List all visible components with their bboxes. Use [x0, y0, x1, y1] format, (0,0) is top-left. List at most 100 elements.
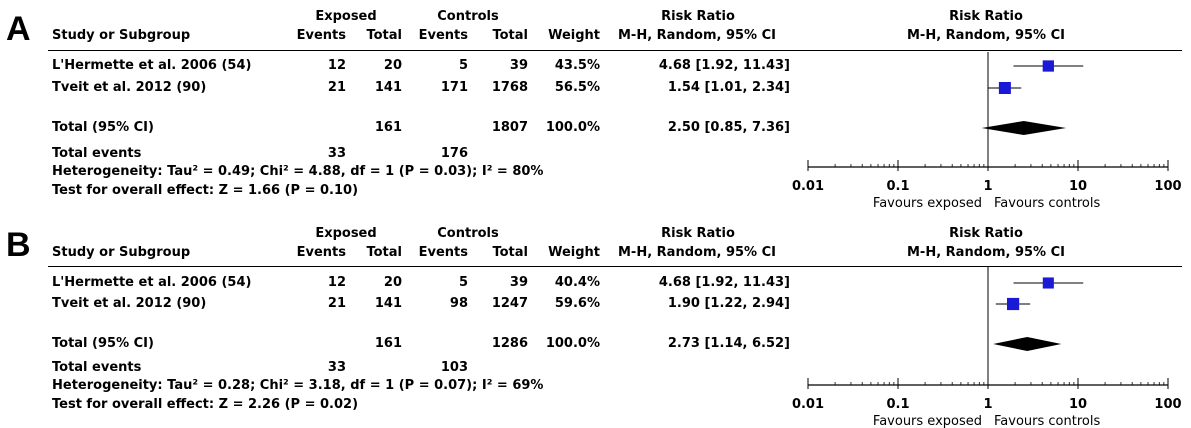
ctrl-events: 5: [458, 58, 468, 73]
favours-left-label: Favours exposed: [873, 414, 982, 428]
total-exp-total: 161: [374, 336, 402, 351]
risk-ratio-ci: 4.68 [1.92, 11.43]: [658, 275, 790, 290]
header-exposed: Exposed: [315, 9, 377, 24]
header-ctrl-events: Events: [418, 28, 468, 43]
header-method-plot: M-H, Random, 95% CI: [907, 245, 1065, 260]
favours-right-label: Favours controls: [994, 196, 1100, 211]
total-risk-ratio-ci: 2.73 [1.14, 6.52]: [667, 336, 790, 351]
exp-total: 141: [374, 296, 402, 311]
x-tick-label: 1: [983, 397, 992, 412]
header-ctrl-total: Total: [492, 28, 528, 43]
study-name: Tveit et al. 2012 (90): [52, 80, 207, 95]
header-exposed: Exposed: [315, 226, 377, 241]
weight: 40.4%: [554, 275, 600, 290]
total-label: Total (95% CI): [52, 336, 154, 351]
total-events-ctrl: 103: [440, 360, 468, 375]
ctrl-total: 39: [509, 58, 528, 73]
header-exp-total: Total: [366, 245, 402, 260]
header-method-plot: M-H, Random, 95% CI: [907, 28, 1065, 43]
header-exp-events: Events: [296, 245, 346, 260]
total-events-exp: 33: [327, 146, 346, 161]
total-events-label: Total events: [52, 146, 142, 161]
study-point: [1042, 60, 1054, 72]
header-rule: [48, 266, 1182, 267]
ctrl-total: 39: [509, 275, 528, 290]
panel-b: B Exposed Controls Risk Ratio Risk Ratio…: [0, 214, 1191, 428]
overall-effect: Test for overall effect: Z = 1.66 (P = 0…: [52, 183, 359, 198]
risk-ratio-ci: 1.90 [1.22, 2.94]: [667, 296, 790, 311]
total-weight: 100.0%: [545, 120, 600, 135]
header-method: M-H, Random, 95% CI: [618, 28, 776, 43]
exp-total: 141: [374, 80, 402, 95]
exp-events: 21: [327, 80, 346, 95]
panel-label: B: [6, 226, 31, 264]
exp-total: 20: [383, 58, 402, 73]
x-tick-label: 0.1: [886, 179, 909, 194]
weight: 59.6%: [554, 296, 600, 311]
total-label: Total (95% CI): [52, 120, 154, 135]
panel-label: A: [6, 10, 31, 48]
heterogeneity: Heterogeneity: Tau² = 0.28; Chi² = 3.18,…: [52, 378, 544, 393]
header-ctrl-events: Events: [418, 245, 468, 260]
header-controls: Controls: [437, 9, 499, 24]
study-name: L'Hermette et al. 2006 (54): [52, 275, 252, 290]
total-diamond: [981, 121, 1067, 135]
overall-effect: Test for overall effect: Z = 2.26 (P = 0…: [52, 397, 359, 412]
x-tick-label: 10: [1069, 179, 1087, 194]
x-tick-label: 100: [1154, 179, 1181, 194]
total-ctrl-total: 1807: [491, 120, 528, 135]
header-exp-events: Events: [296, 28, 346, 43]
header-study: Study or Subgroup: [52, 28, 191, 43]
exp-total: 20: [383, 275, 402, 290]
x-tick-label: 1: [983, 179, 992, 194]
header-rule: [48, 50, 1182, 51]
header-exp-total: Total: [366, 28, 402, 43]
ctrl-total: 1247: [491, 296, 528, 311]
risk-ratio-ci: 4.68 [1.92, 11.43]: [658, 58, 790, 73]
heterogeneity: Heterogeneity: Tau² = 0.49; Chi² = 4.88,…: [52, 164, 544, 179]
total-risk-ratio-ci: 2.50 [0.85, 7.36]: [667, 120, 790, 135]
header-weight: Weight: [548, 28, 600, 43]
header-risk-ratio-plot: Risk Ratio: [949, 226, 1023, 241]
forest-plot: 0.01 0.1 1 10 100 Favours exposed Favours cont…: [792, 52, 1182, 211]
exp-events: 12: [327, 275, 346, 290]
x-tick-label: 0.1: [886, 397, 909, 412]
panel-a: A Exposed Controls Risk Ratio Risk Ratio…: [6, 9, 1182, 211]
header-ctrl-total: Total: [492, 245, 528, 260]
header-method: M-H, Random, 95% CI: [618, 245, 776, 260]
x-tick-label: 10: [1069, 397, 1087, 412]
study-point: [1042, 277, 1054, 289]
favours-left-label: Favours exposed: [873, 196, 982, 211]
total-diamond: [993, 337, 1062, 351]
total-events-exp: 33: [327, 360, 346, 375]
forest-plot: 0.01 0.1 1 10 100 Favours exposed Favours cont…: [792, 266, 1182, 428]
header-study: Study or Subgroup: [52, 245, 191, 260]
exp-events: 12: [327, 58, 346, 73]
ctrl-events: 5: [458, 275, 468, 290]
total-events-label: Total events: [52, 360, 142, 375]
total-exp-total: 161: [374, 120, 402, 135]
weight: 56.5%: [554, 80, 600, 95]
total-ctrl-total: 1286: [491, 336, 528, 351]
x-tick-label: 0.01: [792, 179, 824, 194]
study-point: [1006, 297, 1020, 311]
risk-ratio-ci: 1.54 [1.01, 2.34]: [667, 80, 790, 95]
weight: 43.5%: [554, 58, 600, 73]
study-name: L'Hermette et al. 2006 (54): [52, 58, 252, 73]
header-risk-ratio: Risk Ratio: [661, 9, 735, 24]
study-point: [998, 81, 1011, 95]
header-risk-ratio: Risk Ratio: [661, 226, 735, 241]
favours-right-label: Favours controls: [994, 414, 1100, 428]
header-weight: Weight: [548, 245, 600, 260]
exp-events: 21: [327, 296, 346, 311]
x-tick-label: 100: [1154, 397, 1181, 412]
total-weight: 100.0%: [545, 336, 600, 351]
study-name: Tveit et al. 2012 (90): [52, 296, 207, 311]
total-events-ctrl: 176: [440, 146, 468, 161]
ctrl-events: 171: [440, 80, 468, 95]
ctrl-events: 98: [449, 296, 468, 311]
ctrl-total: 1768: [491, 80, 528, 95]
header-risk-ratio-plot: Risk Ratio: [949, 9, 1023, 24]
header-controls: Controls: [437, 226, 499, 241]
x-tick-label: 0.01: [792, 397, 824, 412]
